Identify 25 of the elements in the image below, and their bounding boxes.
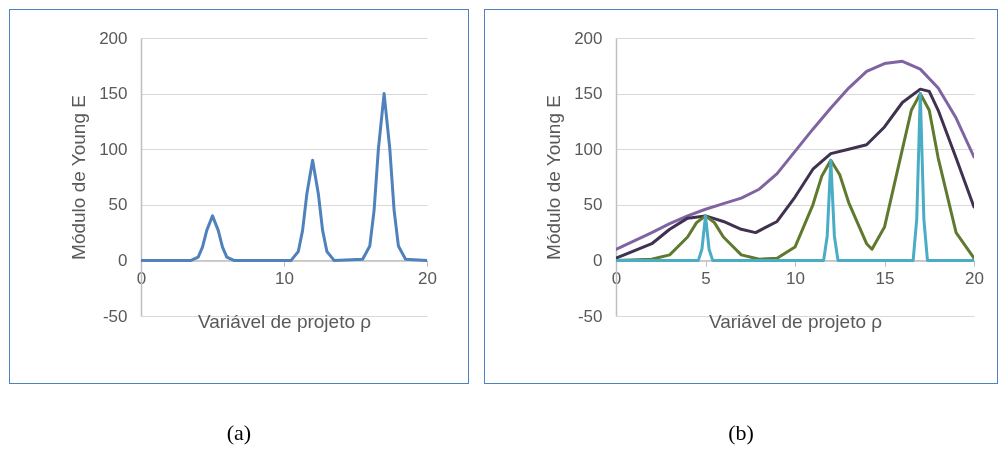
y-tick-label: 100 [99,139,128,159]
line-series [616,59,974,251]
y-tick-label: 0 [118,250,128,270]
y-tick-label: 200 [574,28,603,48]
text: (a) [225,420,253,446]
y-tick-label: 100 [574,139,603,159]
y-tick-label: 200 [99,28,128,48]
y-tick-label: -50 [102,306,128,326]
x-axis-title: Variável de projeto ρ [708,310,883,332]
x-axis-title: Variável de projeto ρ [197,310,372,332]
x-tick-label: 5 [701,268,711,288]
y-tick-label: 0 [593,250,603,270]
y-tick-label: 150 [99,84,128,104]
x-tick-label: 15 [875,268,895,288]
y-tick-label: 150 [574,84,603,104]
y-axis-title: Módulo de Young E [543,95,565,260]
y-axis-title: Módulo de Young E [68,95,90,260]
x-tick-label: 10 [275,268,294,288]
text: (b) [727,420,755,446]
x-tick-label: 20 [418,268,437,288]
y-tick-label: -50 [577,306,603,326]
x-tick-label: 10 [786,268,805,288]
x-tick-label: 20 [965,268,984,288]
y-tick-label: 50 [583,195,603,215]
y-tick-label: 50 [108,195,128,215]
